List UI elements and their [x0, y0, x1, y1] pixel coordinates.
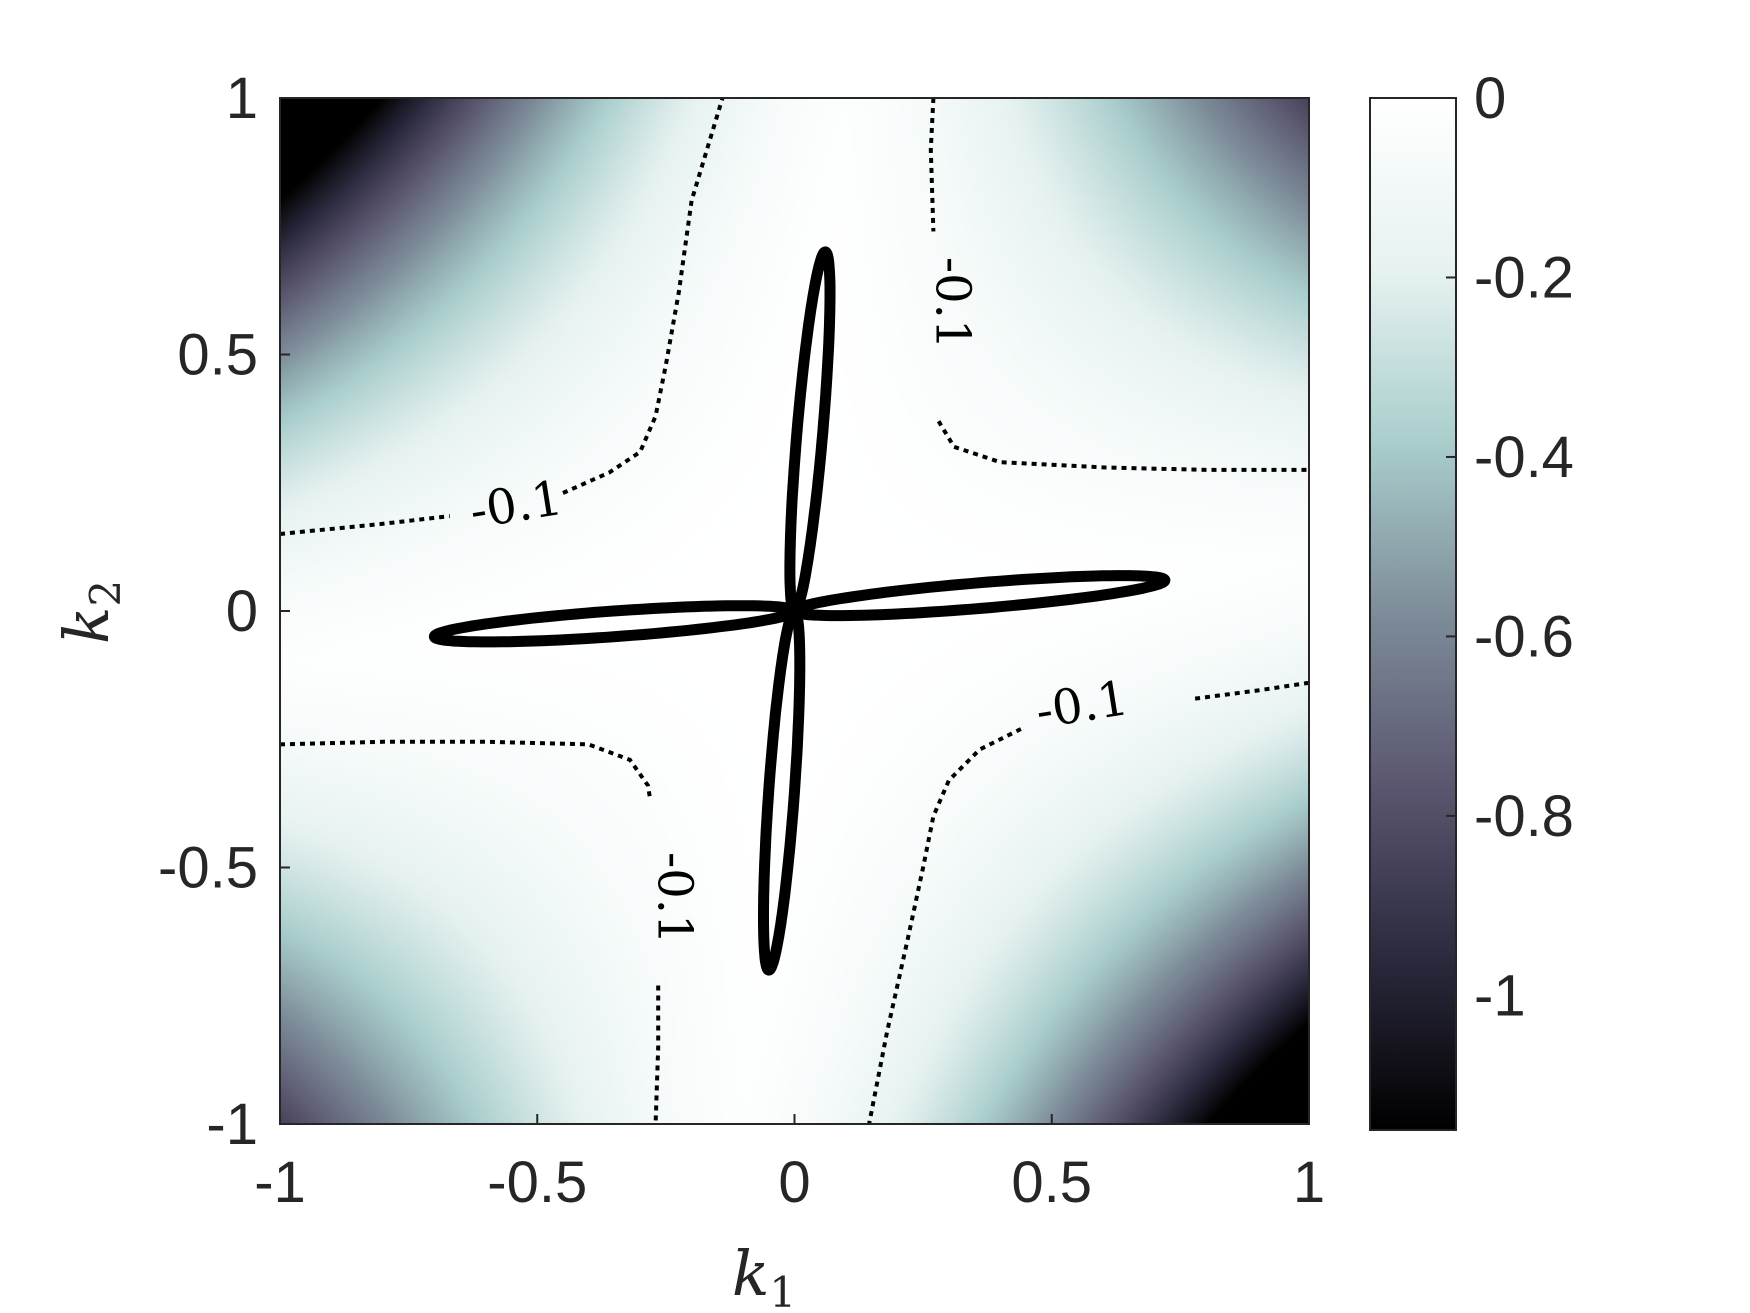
y-axis-label-main: k — [50, 607, 123, 645]
x-tick-label: -0.5 — [487, 1150, 587, 1215]
x-tick-label: -1 — [254, 1150, 306, 1215]
x-axis-label-sub: 1 — [769, 1268, 796, 1313]
colorbar-tick-label: -0.4 — [1474, 425, 1574, 490]
contour-line-0 — [280, 514, 451, 536]
y-tick-label: 1 — [226, 66, 258, 131]
contour-label-3: -0.1 — [647, 852, 703, 945]
colorbar-bar — [1369, 97, 1457, 1131]
colorbar-tick-label: 0 — [1474, 66, 1506, 131]
x-tick-label: 0.5 — [1011, 1150, 1092, 1215]
y-tick-label: -1 — [206, 1092, 258, 1157]
bold-curve-lobe-0 — [784, 246, 836, 617]
colorbar-ticks: 0 -0.2 -0.4 -0.6 -0.8 -1 — [1446, 66, 1574, 1028]
x-axis-label: k1 — [732, 1237, 796, 1313]
colorbar-tick-label: -0.8 — [1474, 784, 1574, 849]
y-tick-label: 0 — [226, 579, 258, 644]
contour-labels: -0.1-0.1-0.1-0.1 — [466, 257, 1132, 945]
colorbar-tick-label: -0.2 — [1474, 245, 1574, 310]
colorbar-tick-label: -0.6 — [1474, 604, 1574, 669]
x-tick-label: 0 — [778, 1150, 810, 1215]
x-axis: -1 -0.5 0 0.5 1 — [254, 1114, 1325, 1215]
y-axis-label: k2 — [50, 580, 130, 644]
x-tick-label: 1 — [1293, 1150, 1325, 1215]
bold-curve-lobe-3 — [428, 600, 800, 648]
contour-line-5 — [867, 727, 1022, 1124]
contour-label-1: -0.1 — [924, 257, 980, 350]
contour-line-3 — [936, 420, 1309, 472]
colorbar-tick-label: -1 — [1474, 963, 1526, 1028]
contour-line-4 — [1190, 680, 1309, 702]
contour-line-7 — [653, 985, 661, 1124]
y-axis-label-sub: 2 — [81, 580, 130, 607]
plot-area: -0.1-0.1-0.1-0.1 — [279, 97, 1310, 1125]
contour-lines — [280, 98, 1309, 1124]
bold-curve-lobe-2 — [789, 570, 1171, 622]
y-tick-label: 0.5 — [177, 323, 258, 388]
x-axis-label-main: k — [732, 1237, 770, 1310]
contour-line-6 — [280, 739, 653, 802]
contour-line-1 — [562, 98, 725, 495]
bold-curve — [428, 246, 1171, 976]
colorbar: 0 -0.2 -0.4 -0.6 -0.8 -1 — [1369, 66, 1574, 1131]
y-tick-label: -0.5 — [158, 836, 258, 901]
bold-curve-lobe-1 — [758, 605, 806, 976]
contour-line-2 — [928, 98, 936, 232]
y-axis: -1 -0.5 0 0.5 1 — [158, 66, 290, 1157]
